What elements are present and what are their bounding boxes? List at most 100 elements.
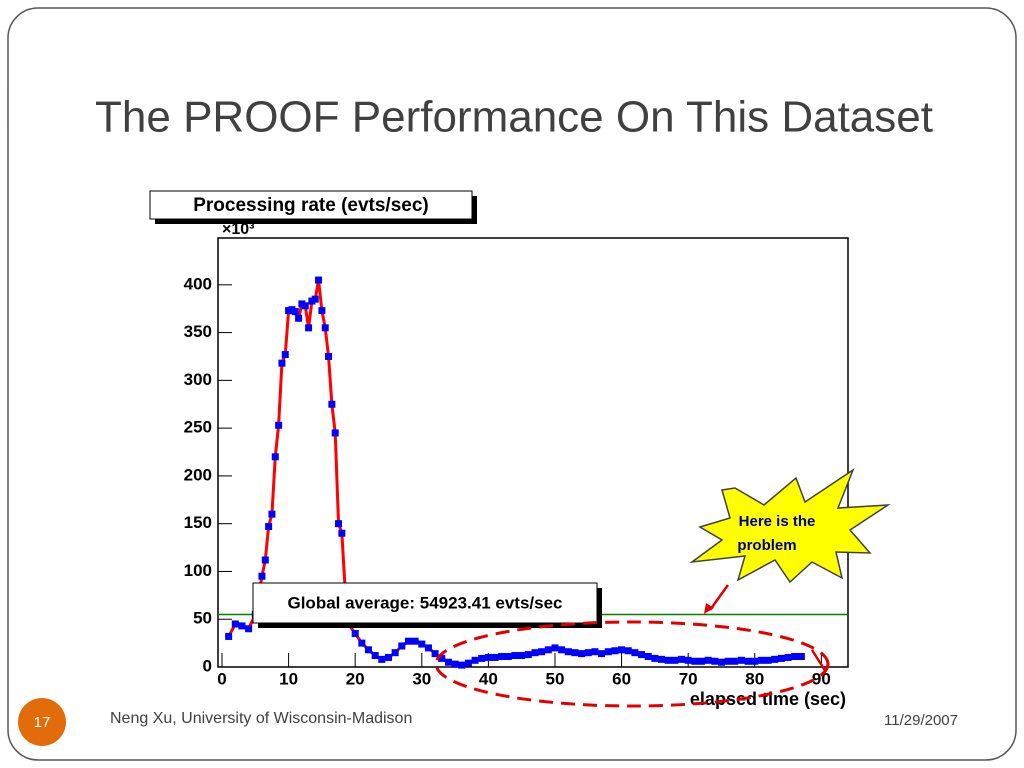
- data-point: [278, 359, 286, 367]
- average-label: Global average: 54923.41 evts/sec: [287, 593, 562, 612]
- plot-frame: [217, 237, 849, 668]
- data-point: [618, 646, 626, 654]
- data-point: [611, 647, 619, 655]
- data-point: [591, 648, 599, 656]
- data-point: [478, 654, 486, 662]
- data-point: [538, 648, 546, 656]
- data-point: [291, 308, 299, 316]
- data-point: [511, 652, 519, 660]
- data-point: [331, 429, 339, 437]
- data-point: [731, 657, 739, 665]
- data-point: [281, 351, 289, 359]
- x-tick-label: 50: [546, 669, 565, 688]
- data-point: [451, 660, 459, 668]
- data-point: [664, 656, 672, 664]
- chart-title: Processing rate (evts/sec): [193, 195, 429, 216]
- data-point: [504, 652, 512, 660]
- data-point: [335, 520, 343, 528]
- x-axis-label: elapsed time (sec): [690, 689, 846, 709]
- data-point: [558, 646, 566, 654]
- data-point: [265, 523, 273, 531]
- data-point: [301, 302, 309, 310]
- data-point: [638, 651, 646, 659]
- y-tick-label: 350: [184, 322, 212, 341]
- data-point: [744, 657, 752, 665]
- y-tick-label: 250: [184, 418, 212, 437]
- data-point: [771, 655, 779, 663]
- data-point: [305, 324, 313, 332]
- title-box: [149, 190, 473, 220]
- data-point: [704, 656, 712, 664]
- data-point: [631, 649, 639, 657]
- data-point: [424, 644, 432, 652]
- data-point: [351, 630, 359, 638]
- starburst: [689, 468, 891, 584]
- arrow: [810, 649, 828, 673]
- data-point: [411, 637, 419, 645]
- data-point: [271, 453, 279, 461]
- data-point: [325, 352, 333, 360]
- data-point: [797, 652, 805, 660]
- slide-number-badge: [18, 698, 66, 746]
- data-point: [571, 649, 579, 657]
- data-point: [431, 650, 439, 658]
- data-point: [268, 510, 276, 518]
- x-tick-label: 20: [346, 669, 365, 688]
- data-point: [261, 556, 269, 564]
- data-point: [398, 642, 406, 650]
- x-tick-label: 0: [217, 669, 226, 688]
- x-tick-label: 90: [812, 669, 831, 688]
- data-point: [371, 652, 379, 660]
- x-tick-label: 40: [479, 669, 498, 688]
- y-tick-label: 400: [184, 274, 212, 293]
- y-tick-label: 150: [184, 513, 212, 532]
- y-multiplier: ×10³: [222, 221, 254, 238]
- footer: Neng Xu, University of Wisconsin-Madison: [110, 710, 412, 727]
- data-point: [365, 646, 373, 654]
- data-point: [358, 639, 366, 647]
- data-point: [564, 648, 572, 656]
- data-point: [684, 656, 692, 664]
- x-tick-label: 60: [612, 669, 631, 688]
- data-point: [338, 529, 346, 537]
- data-point: [498, 652, 506, 660]
- arrow-head: [704, 603, 714, 614]
- data-point: [604, 648, 612, 656]
- slide-title: The PROOF Performance On This Dataset: [95, 93, 933, 142]
- data-point: [378, 655, 386, 663]
- data-point: [584, 649, 592, 657]
- y-tick-label: 0: [203, 656, 212, 675]
- highlight-ellipse: [434, 620, 830, 708]
- data-point: [724, 657, 732, 665]
- data-point: [484, 653, 492, 661]
- x-tick-label: 10: [279, 669, 298, 688]
- callout-line: Here is the: [739, 513, 816, 530]
- data-point: [321, 324, 329, 332]
- data-point: [764, 656, 772, 664]
- data-point: [315, 276, 323, 284]
- data-point: [444, 658, 452, 666]
- data-point: [458, 661, 466, 669]
- slide-number: 17: [34, 714, 51, 731]
- data-point: [531, 649, 539, 657]
- x-tick-label: 70: [679, 669, 698, 688]
- data-point: [578, 650, 586, 658]
- x-tick-label: 30: [412, 669, 431, 688]
- data-point: [328, 400, 336, 408]
- y-tick-label: 50: [193, 609, 212, 628]
- data-point: [784, 653, 792, 661]
- data-point: [311, 295, 319, 303]
- y-tick-label: 100: [184, 561, 212, 580]
- data-point: [225, 632, 233, 640]
- data-point: [404, 637, 412, 645]
- data-point: [658, 655, 666, 663]
- data-point: [464, 659, 472, 667]
- data-point: [671, 656, 679, 664]
- data-point: [258, 572, 266, 580]
- data-point: [544, 646, 552, 654]
- data-point: [245, 625, 253, 633]
- average-box: [252, 582, 598, 624]
- data-point: [717, 658, 725, 666]
- data-point: [551, 644, 559, 652]
